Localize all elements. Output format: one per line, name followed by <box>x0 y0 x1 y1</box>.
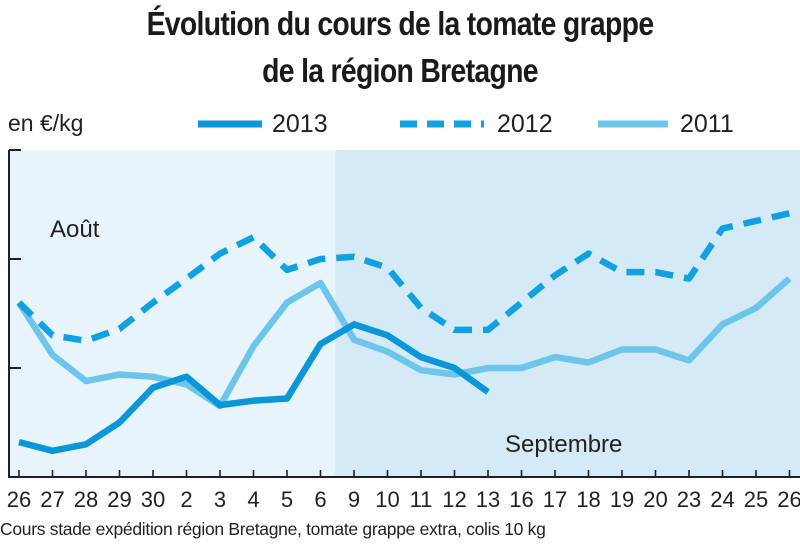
data-point-2012 <box>519 300 524 305</box>
data-point-2011 <box>84 379 89 384</box>
x-tick-label: 9 <box>348 487 360 512</box>
data-point-2012 <box>318 257 323 262</box>
data-point-2011 <box>519 366 524 371</box>
month-label-septembre: Septembre <box>505 431 622 458</box>
data-point-2013 <box>318 342 323 347</box>
data-point-2011 <box>586 360 591 365</box>
data-point-2012 <box>251 235 256 240</box>
x-tick-label: 27 <box>40 487 64 512</box>
data-point-2011 <box>184 382 189 387</box>
data-point-2012 <box>419 306 424 311</box>
data-point-2011 <box>419 368 424 373</box>
data-point-2012 <box>553 273 558 278</box>
data-point-2012 <box>50 333 55 338</box>
series-line-2011 <box>16 276 792 410</box>
x-tick-label: 3 <box>214 487 226 512</box>
data-point-2011 <box>553 355 558 360</box>
data-point-2013 <box>486 389 491 394</box>
data-point-2013 <box>117 420 122 425</box>
data-point-2012 <box>385 265 390 270</box>
data-point-2013 <box>385 333 390 338</box>
data-point-2011 <box>787 276 792 281</box>
x-tick-label: 4 <box>247 487 259 512</box>
x-tick-label: 13 <box>476 487 500 512</box>
data-point-2013 <box>50 448 55 453</box>
data-point-2012 <box>620 270 625 275</box>
data-point-2011 <box>620 347 625 352</box>
data-point-2012 <box>285 267 290 272</box>
data-point-2012 <box>586 251 591 256</box>
data-point-2012 <box>117 326 122 331</box>
data-point-2012 <box>754 218 759 223</box>
data-point-2011 <box>251 344 256 349</box>
data-point-2011 <box>50 352 55 357</box>
x-tick-label: 19 <box>610 487 634 512</box>
data-point-2012 <box>151 300 156 305</box>
data-point-2013 <box>218 403 223 408</box>
data-point-2012 <box>653 270 658 275</box>
data-point-2011 <box>486 366 491 371</box>
data-point-2013 <box>452 366 457 371</box>
data-point-2012 <box>687 276 692 281</box>
data-point-2012 <box>17 300 22 305</box>
data-point-2011 <box>687 358 692 363</box>
data-point-2012 <box>84 338 89 343</box>
data-point-2012 <box>787 211 792 216</box>
data-point-2013 <box>17 440 22 445</box>
series-line-2012 <box>16 210 791 345</box>
data-point-2011 <box>117 372 122 377</box>
x-tick-label: 20 <box>643 487 667 512</box>
data-point-2013 <box>352 322 357 327</box>
series-line-2013 <box>18 321 490 455</box>
data-point-2011 <box>653 347 658 352</box>
x-tick-label: 12 <box>442 487 466 512</box>
x-tick-label: 16 <box>509 487 533 512</box>
x-tick-label: 2 <box>180 487 192 512</box>
data-point-2013 <box>84 442 89 447</box>
x-tick-label: 29 <box>107 487 131 512</box>
x-tick-label: 6 <box>314 487 326 512</box>
x-tick-label: 28 <box>74 487 98 512</box>
data-point-2011 <box>151 374 156 379</box>
x-tick-label: 26 <box>777 487 800 512</box>
chart-subtitle: de la région Bretagne <box>262 52 538 89</box>
data-point-2011 <box>754 306 759 311</box>
data-point-2012 <box>184 276 189 281</box>
x-tick-label: 24 <box>710 487 734 512</box>
data-point-2012 <box>352 254 357 259</box>
data-point-2013 <box>285 396 290 401</box>
x-tick-label: 10 <box>375 487 399 512</box>
data-point-2011 <box>352 337 357 342</box>
data-point-2012 <box>720 226 725 231</box>
data-point-2012 <box>218 251 223 256</box>
x-tick-label: 25 <box>744 487 768 512</box>
data-point-2013 <box>151 385 156 390</box>
x-tick-label: 5 <box>281 487 293 512</box>
x-tick-label: 18 <box>576 487 600 512</box>
data-point-2012 <box>486 327 491 332</box>
footnote: Cours stade expédition région Bretagne, … <box>0 519 546 539</box>
data-point-2012 <box>452 327 457 332</box>
background-septembre <box>335 150 800 477</box>
y-axis-unit-label: en €/kg <box>8 110 84 136</box>
chart-title: Évolution du cours de la tomate grappe <box>146 5 655 42</box>
legend-label-2011: 2011 <box>680 110 734 138</box>
legend-label-2013: 2013 <box>272 110 328 138</box>
background-aout <box>9 150 336 477</box>
legend-label-2012: 2012 <box>497 110 553 138</box>
month-label-aout: Août <box>50 216 100 243</box>
data-point-2011 <box>285 300 290 305</box>
x-tick-label: 17 <box>543 487 567 512</box>
data-point-2013 <box>419 355 424 360</box>
data-point-2013 <box>251 398 256 403</box>
data-point-2011 <box>720 322 725 327</box>
x-tick-label: 23 <box>677 487 701 512</box>
data-point-2011 <box>385 349 390 354</box>
data-point-2011 <box>318 280 323 285</box>
x-tick-label: 30 <box>141 487 165 512</box>
x-tick-label: 11 <box>410 487 433 512</box>
x-tick-label: 26 <box>7 487 31 512</box>
data-point-2013 <box>184 374 189 379</box>
